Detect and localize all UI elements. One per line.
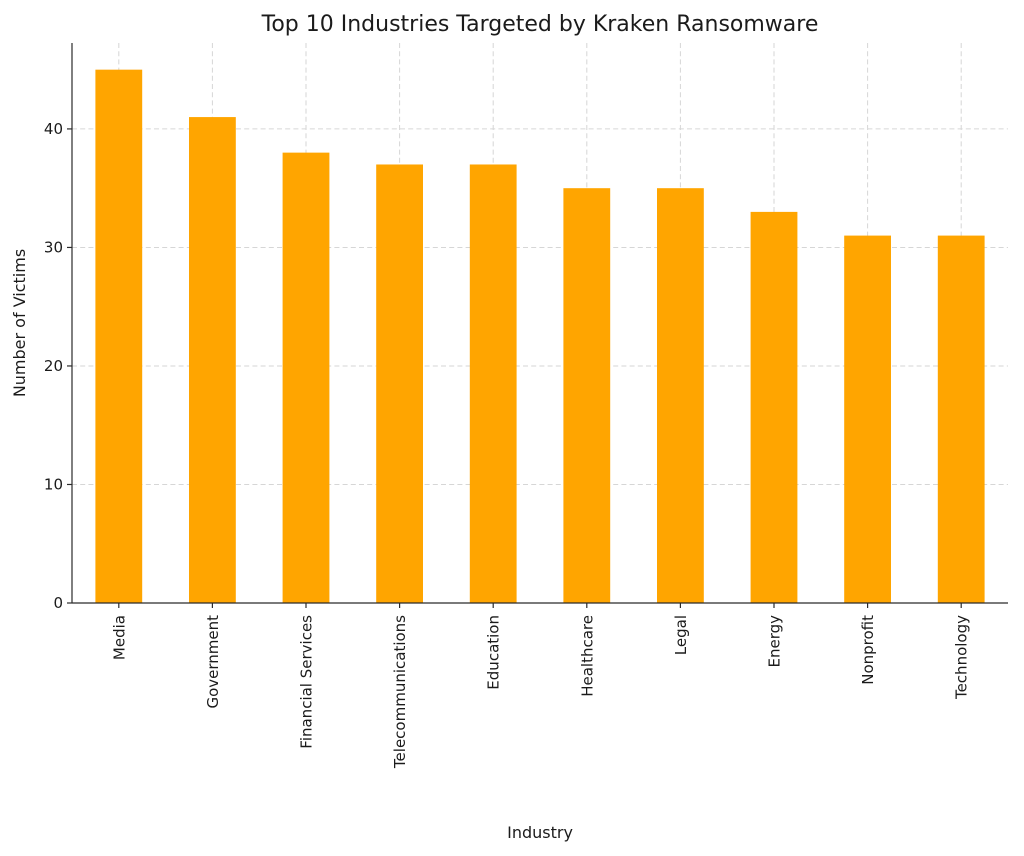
x-tick-label: Technology bbox=[953, 615, 971, 700]
bar-energy bbox=[750, 211, 798, 603]
x-tick-label: Government bbox=[204, 615, 222, 709]
bar-nonprofit bbox=[844, 235, 891, 603]
y-tick-label: 10 bbox=[44, 475, 63, 493]
x-tick-label: Energy bbox=[766, 615, 784, 668]
bar-technology bbox=[937, 235, 985, 603]
y-tick-label: 0 bbox=[53, 594, 63, 612]
x-tick-label: Media bbox=[110, 615, 128, 660]
chart-title: Top 10 Industries Targeted by Kraken Ran… bbox=[261, 12, 819, 37]
bars bbox=[95, 69, 985, 604]
bar-education bbox=[469, 164, 517, 603]
x-tick-label: Nonprofit bbox=[859, 615, 877, 685]
y-tick-label: 20 bbox=[44, 357, 63, 375]
x-tick-label: Telecommunications bbox=[391, 615, 409, 769]
bar-legal bbox=[657, 188, 704, 603]
y-tick-label: 30 bbox=[44, 238, 63, 256]
y-tick-label: 40 bbox=[44, 120, 63, 138]
x-tick-label: Financial Services bbox=[298, 615, 316, 749]
bar-telecommunications bbox=[376, 164, 423, 603]
bar-healthcare bbox=[563, 188, 611, 603]
tick-labels: 0 10 20 30 40 Media Government Financial Servic… bbox=[44, 120, 971, 769]
x-tick-label: Education bbox=[485, 615, 503, 690]
axes bbox=[67, 43, 1008, 608]
x-tick-label: Legal bbox=[672, 615, 690, 655]
y-axis-label: Number of Victims bbox=[10, 249, 29, 397]
x-tick-label: Healthcare bbox=[578, 615, 596, 697]
bar-financial-services bbox=[282, 152, 330, 603]
bar-media bbox=[95, 69, 143, 603]
bar-government bbox=[189, 117, 236, 604]
x-axis-label: Industry bbox=[507, 823, 573, 842]
